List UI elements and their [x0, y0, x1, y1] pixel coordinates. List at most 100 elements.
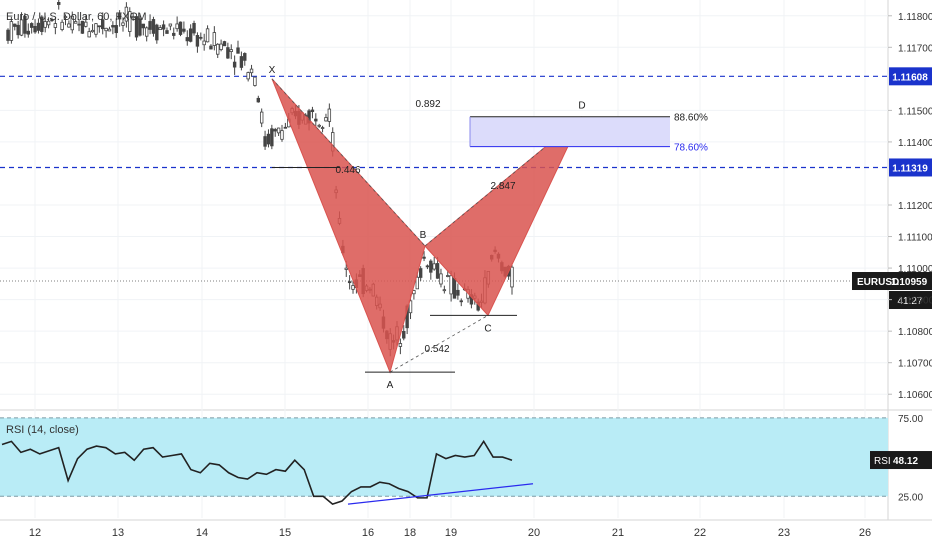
- rsi-pane[interactable]: RSI 48.12: [1, 439, 932, 506]
- candle[interactable]: [439, 268, 443, 288]
- candle[interactable]: [134, 13, 139, 41]
- candle[interactable]: [249, 64, 254, 77]
- candle[interactable]: [148, 14, 152, 35]
- candle[interactable]: [435, 256, 440, 279]
- pattern-bcd-triangle[interactable]: [424, 116, 583, 317]
- candle[interactable]: [324, 113, 328, 122]
- candle[interactable]: [53, 17, 58, 35]
- candle[interactable]: [283, 122, 288, 129]
- candle[interactable]: [185, 30, 189, 46]
- candle[interactable]: [104, 27, 108, 38]
- candle[interactable]: [347, 275, 352, 290]
- candle[interactable]: [222, 40, 227, 47]
- candle[interactable]: [144, 26, 149, 42]
- candle[interactable]: [263, 130, 267, 150]
- candle[interactable]: [209, 44, 213, 50]
- candle[interactable]: [202, 33, 206, 51]
- candle[interactable]: [205, 25, 210, 43]
- candle[interactable]: [80, 20, 85, 34]
- candle[interactable]: [239, 51, 244, 71]
- candle[interactable]: [456, 283, 460, 300]
- candle[interactable]: [151, 16, 156, 37]
- candle[interactable]: [422, 251, 426, 262]
- candle[interactable]: [253, 76, 257, 87]
- candle[interactable]: [84, 15, 88, 28]
- candle[interactable]: [266, 129, 271, 148]
- candle[interactable]: [97, 25, 102, 33]
- candle[interactable]: [158, 25, 162, 31]
- candle[interactable]: [276, 127, 281, 136]
- candle[interactable]: [229, 44, 233, 60]
- rsi-trendline[interactable]: [347, 483, 534, 505]
- candle[interactable]: [29, 22, 34, 34]
- candle[interactable]: [402, 325, 406, 341]
- candle[interactable]: [246, 71, 250, 82]
- candle[interactable]: [192, 20, 196, 36]
- candle[interactable]: [449, 270, 453, 302]
- candle[interactable]: [16, 20, 20, 39]
- candle[interactable]: [60, 19, 64, 32]
- candle[interactable]: [90, 24, 95, 33]
- candle[interactable]: [259, 108, 264, 128]
- candle[interactable]: [70, 11, 74, 34]
- candle[interactable]: [6, 28, 10, 44]
- candle[interactable]: [138, 13, 142, 37]
- pattern-xab-triangle[interactable]: [271, 78, 426, 374]
- candle[interactable]: [219, 39, 223, 52]
- candle[interactable]: [243, 52, 247, 66]
- candle[interactable]: [57, 0, 61, 10]
- candle[interactable]: [36, 18, 41, 34]
- rsi-line[interactable]: [1, 439, 513, 506]
- candle[interactable]: [23, 12, 27, 38]
- candle[interactable]: [107, 26, 112, 32]
- candle[interactable]: [101, 12, 105, 35]
- candle[interactable]: [50, 17, 54, 22]
- candle[interactable]: [77, 18, 81, 32]
- candle[interactable]: [510, 263, 514, 295]
- candle[interactable]: [141, 23, 146, 36]
- fib-zone[interactable]: [470, 116, 670, 147]
- candle[interactable]: [442, 285, 447, 294]
- candle[interactable]: [87, 27, 91, 38]
- candle[interactable]: [175, 16, 179, 32]
- candle[interactable]: [418, 266, 423, 281]
- candle[interactable]: [212, 26, 217, 51]
- candle[interactable]: [168, 23, 173, 31]
- candle[interactable]: [13, 23, 17, 31]
- candle[interactable]: [19, 12, 24, 37]
- candle[interactable]: [310, 106, 315, 119]
- candle[interactable]: [131, 12, 135, 21]
- candle[interactable]: [178, 21, 183, 37]
- candle[interactable]: [425, 264, 430, 270]
- candle[interactable]: [121, 17, 125, 32]
- candle[interactable]: [117, 10, 122, 27]
- candle[interactable]: [114, 18, 118, 38]
- candle[interactable]: [111, 21, 115, 35]
- candle[interactable]: [73, 19, 78, 24]
- candle[interactable]: [40, 15, 44, 36]
- candle[interactable]: [63, 14, 68, 26]
- candle[interactable]: [317, 123, 321, 128]
- candle[interactable]: [232, 55, 237, 75]
- candle[interactable]: [256, 95, 261, 103]
- candle[interactable]: [33, 19, 37, 34]
- candle[interactable]: [195, 32, 200, 53]
- candle[interactable]: [67, 20, 71, 28]
- candle[interactable]: [459, 298, 463, 307]
- candle[interactable]: [128, 7, 132, 37]
- candle[interactable]: [314, 113, 318, 128]
- candle[interactable]: [432, 256, 436, 271]
- candle[interactable]: [226, 42, 230, 59]
- candle[interactable]: [94, 22, 98, 38]
- fib-box[interactable]: 88.60% 78.60%: [469, 113, 708, 154]
- candle[interactable]: [9, 16, 14, 44]
- candle[interactable]: [280, 124, 284, 142]
- candle[interactable]: [188, 24, 193, 43]
- candle[interactable]: [398, 338, 403, 355]
- candle[interactable]: [270, 124, 274, 150]
- candle[interactable]: [216, 43, 220, 59]
- candle[interactable]: [429, 259, 433, 280]
- candle[interactable]: [172, 27, 176, 40]
- candle[interactable]: [43, 16, 47, 33]
- candle[interactable]: [320, 125, 325, 133]
